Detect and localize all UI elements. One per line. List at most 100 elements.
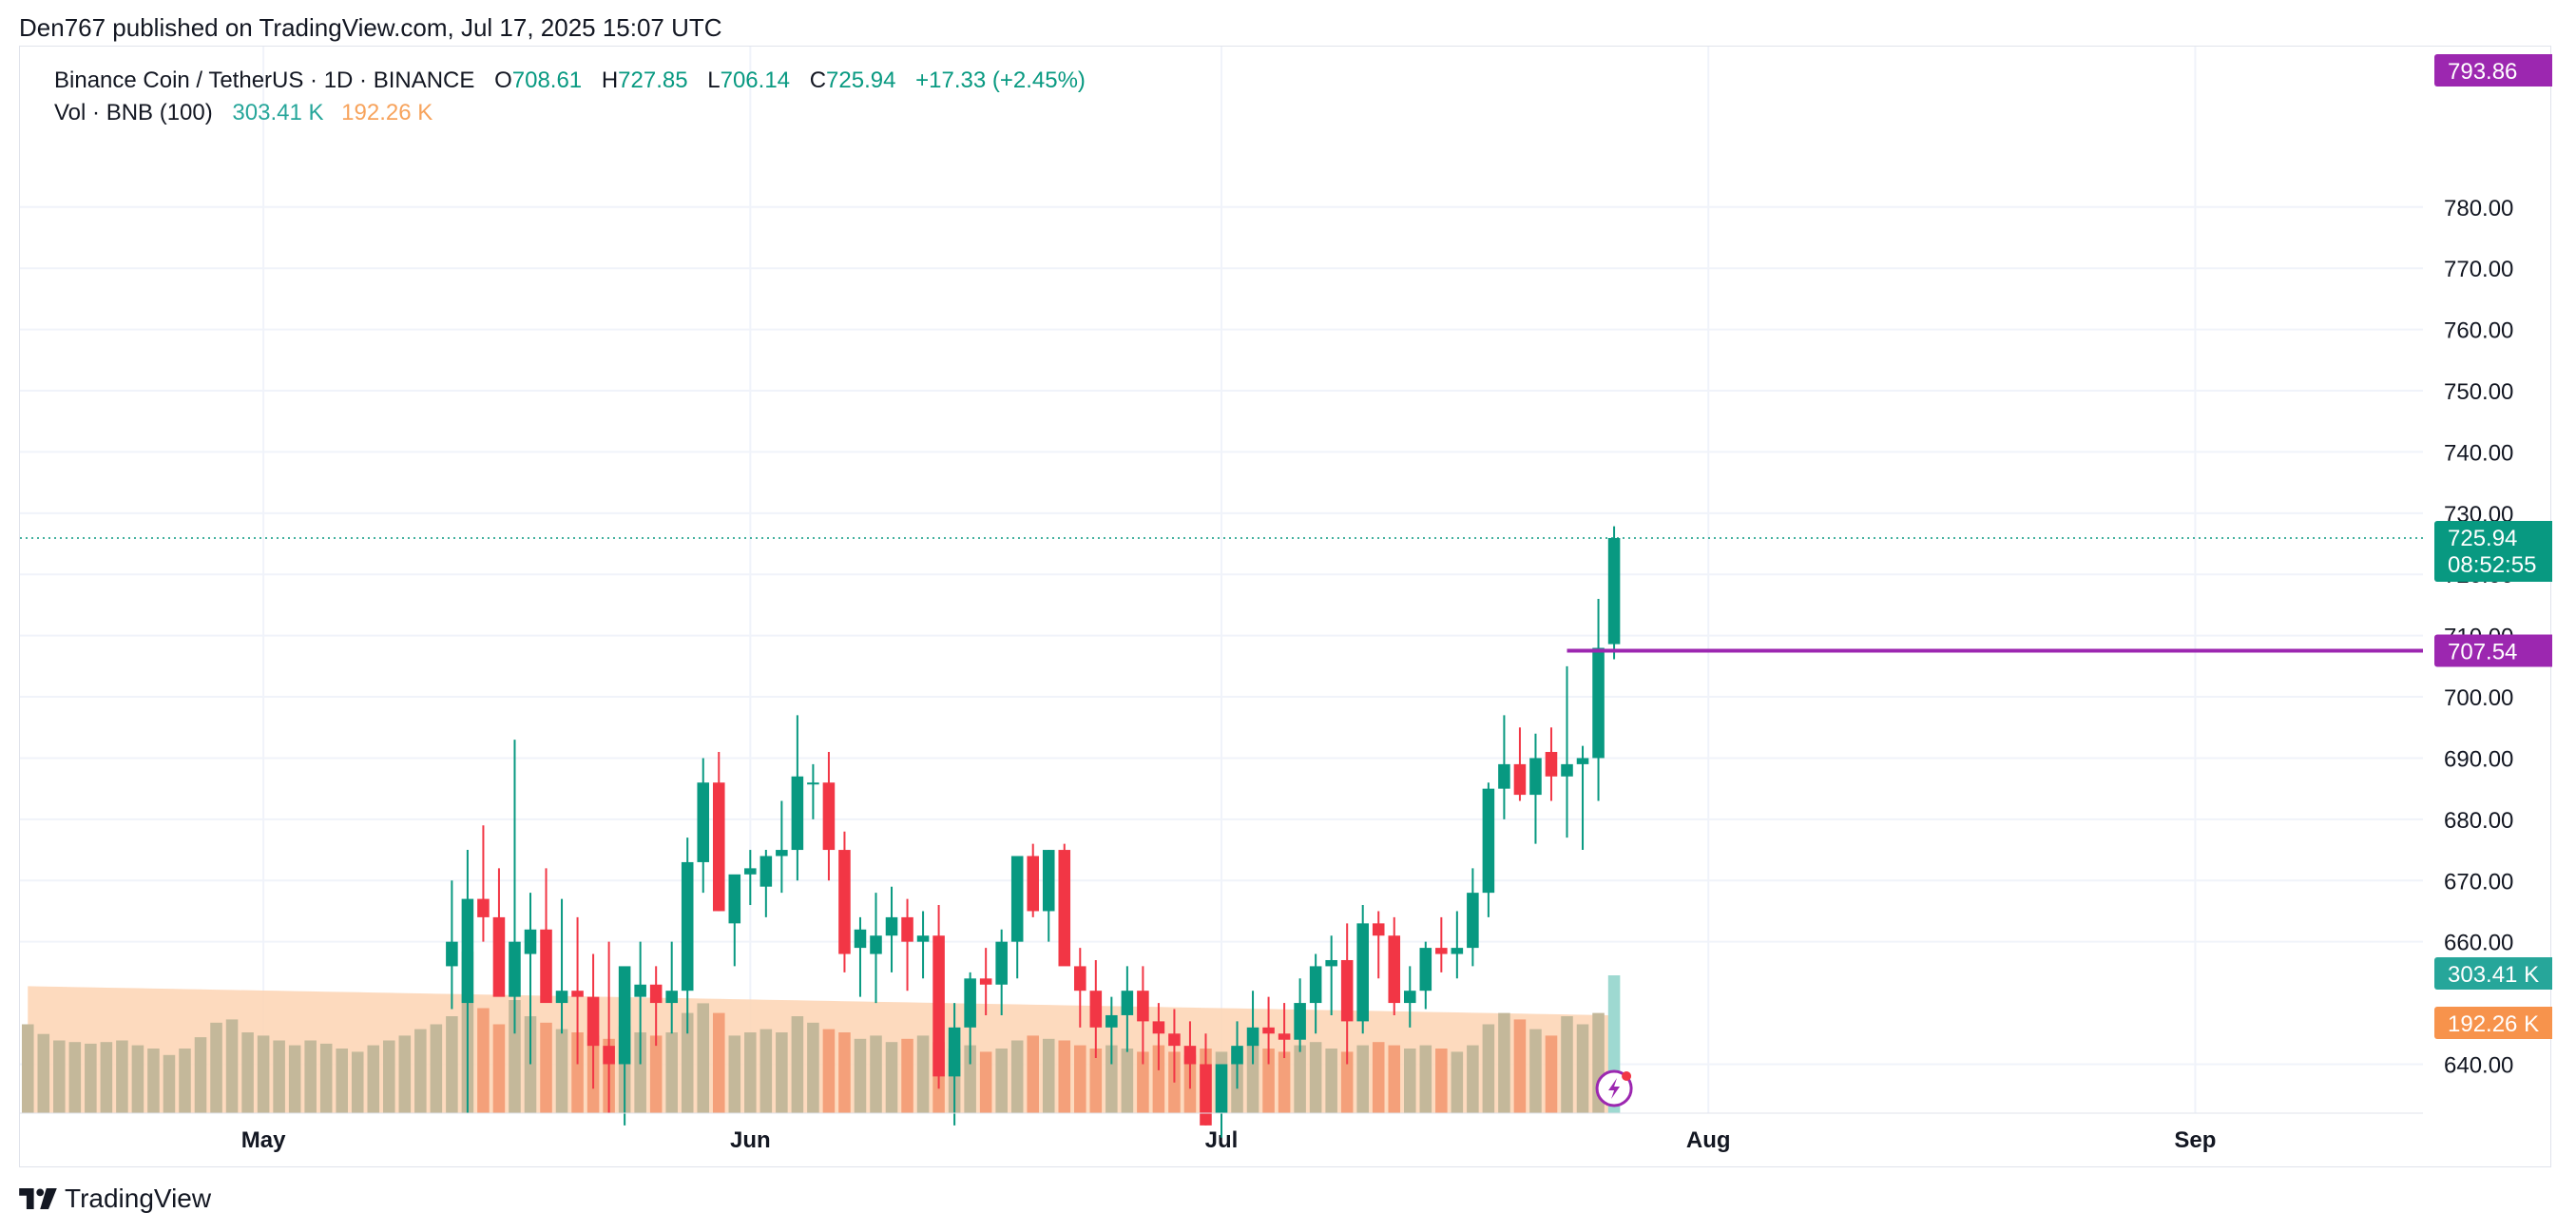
candle-body bbox=[446, 941, 458, 967]
candle-body bbox=[1027, 856, 1040, 912]
y-tick-label: 690.00 bbox=[2444, 746, 2513, 772]
candle-body bbox=[870, 935, 882, 954]
chart-frame[interactable]: 640.00660.00670.00680.00690.00700.00710.… bbox=[19, 46, 2552, 1168]
candle-body bbox=[1340, 959, 1354, 1022]
volume-bar bbox=[1419, 1045, 1432, 1113]
candle-body bbox=[979, 978, 992, 985]
volume-ma-label-bg bbox=[2434, 1007, 2552, 1039]
volume-bar bbox=[885, 1042, 898, 1113]
volume-bar bbox=[1513, 1019, 1527, 1113]
volume-bar bbox=[1010, 1040, 1024, 1113]
volume-label-text: 303.41 K bbox=[2448, 962, 2539, 988]
candle-body bbox=[1451, 948, 1464, 954]
candle-body bbox=[1200, 1064, 1212, 1126]
volume-bar bbox=[492, 1024, 506, 1113]
volume-bar bbox=[1152, 1045, 1165, 1113]
candle-body bbox=[728, 874, 741, 924]
legend-symbol[interactable]: Binance Coin / TetherUS · 1D · BINANCE bbox=[54, 67, 475, 93]
symbol-legend: Binance Coin / TetherUS · 1D · BINANCE O… bbox=[54, 67, 1086, 94]
volume-bar bbox=[1403, 1049, 1416, 1113]
volume-bar bbox=[822, 1029, 836, 1113]
volume-bar bbox=[37, 1033, 50, 1113]
candle-body bbox=[1168, 1033, 1181, 1047]
legend-high-label: H bbox=[601, 67, 619, 93]
candle-body bbox=[1294, 1003, 1306, 1040]
candle-body bbox=[1576, 758, 1589, 764]
volume-bar bbox=[430, 1024, 443, 1113]
reference-line-label-bg bbox=[2434, 634, 2552, 667]
y-tick-label: 750.00 bbox=[2444, 379, 2513, 405]
candle-body bbox=[1231, 1046, 1243, 1065]
y-tick-label: 680.00 bbox=[2444, 808, 2513, 834]
volume-bar bbox=[1278, 1051, 1291, 1113]
volume-bar bbox=[964, 1045, 976, 1113]
candle-body bbox=[1121, 991, 1134, 1015]
volume-bar bbox=[100, 1042, 113, 1113]
volume-bar bbox=[446, 1016, 458, 1113]
volume-bar bbox=[288, 1045, 301, 1113]
y-tick-label: 660.00 bbox=[2444, 931, 2513, 956]
max-price-label-bg bbox=[2434, 54, 2552, 87]
candle-body bbox=[461, 898, 474, 1004]
max-price-label-text: 793.86 bbox=[2448, 59, 2517, 85]
candle-body bbox=[1278, 1033, 1291, 1040]
legend-open-value: 708.61 bbox=[511, 67, 583, 93]
volume-bar bbox=[1340, 1051, 1354, 1113]
candle-body bbox=[1246, 1027, 1259, 1047]
candle-body bbox=[1262, 1027, 1275, 1034]
reference-line-label-text: 707.54 bbox=[2448, 639, 2517, 664]
volume-bar bbox=[807, 1022, 819, 1113]
volume-bar bbox=[1435, 1049, 1448, 1113]
price-chart[interactable]: 640.00660.00670.00680.00690.00700.00710.… bbox=[20, 47, 2552, 1168]
candle-body bbox=[932, 935, 945, 1077]
volume-bar bbox=[1561, 1016, 1573, 1113]
volume-bar bbox=[791, 1016, 804, 1113]
volume-bar bbox=[870, 1035, 882, 1113]
candle-body bbox=[1545, 752, 1558, 777]
volume-bar bbox=[1325, 1049, 1337, 1113]
last-price-label-text: 08:52:55 bbox=[2448, 552, 2536, 578]
legend-high-value: 727.85 bbox=[618, 67, 688, 93]
candle-body bbox=[540, 929, 552, 1004]
legend-volume-value: 303.41 K bbox=[232, 100, 324, 125]
publisher-header: Den767 published on TradingView.com, Jul… bbox=[19, 13, 722, 42]
volume-bar bbox=[477, 1008, 490, 1113]
candle-body bbox=[1010, 856, 1024, 942]
volume-bar bbox=[1262, 1049, 1275, 1113]
volume-bar bbox=[304, 1040, 317, 1113]
candle-body bbox=[1435, 948, 1448, 954]
volume-bar bbox=[131, 1045, 144, 1113]
volume-bar bbox=[1498, 1012, 1510, 1113]
candle-body bbox=[1309, 966, 1322, 1004]
candle-body bbox=[665, 991, 678, 1004]
volume-bar bbox=[194, 1037, 207, 1113]
volume-bar bbox=[1105, 1045, 1118, 1113]
candle-body bbox=[1607, 537, 1621, 645]
volume-bar bbox=[1058, 1040, 1071, 1113]
volume-bar bbox=[1121, 1049, 1134, 1113]
candle-body bbox=[571, 991, 584, 997]
candle-body bbox=[838, 850, 851, 954]
candle-body bbox=[649, 984, 663, 1004]
volume-bar bbox=[1451, 1051, 1464, 1113]
lightning-icon-dot bbox=[1622, 1071, 1632, 1081]
candle-body bbox=[1419, 948, 1432, 991]
volume-bar bbox=[336, 1049, 348, 1113]
volume-bar bbox=[1576, 1024, 1589, 1113]
volume-bar bbox=[1294, 1045, 1306, 1113]
candle-body bbox=[1403, 991, 1416, 1004]
candle-body bbox=[995, 941, 1008, 985]
volume-bar bbox=[1356, 1045, 1369, 1113]
volume-bar bbox=[257, 1035, 270, 1113]
candle-body bbox=[1498, 763, 1510, 789]
volume-bar bbox=[319, 1043, 333, 1113]
volume-bar bbox=[712, 1012, 725, 1113]
candle-body bbox=[1529, 758, 1542, 796]
candle-body bbox=[681, 861, 694, 991]
volume-bar bbox=[85, 1043, 97, 1113]
legend-volume-label[interactable]: Vol · BNB (100) bbox=[54, 100, 213, 125]
volume-bar bbox=[1309, 1042, 1322, 1113]
tradingview-brand[interactable]: TradingView bbox=[65, 1184, 212, 1213]
candle-body bbox=[697, 782, 710, 862]
volume-bar bbox=[759, 1029, 773, 1113]
